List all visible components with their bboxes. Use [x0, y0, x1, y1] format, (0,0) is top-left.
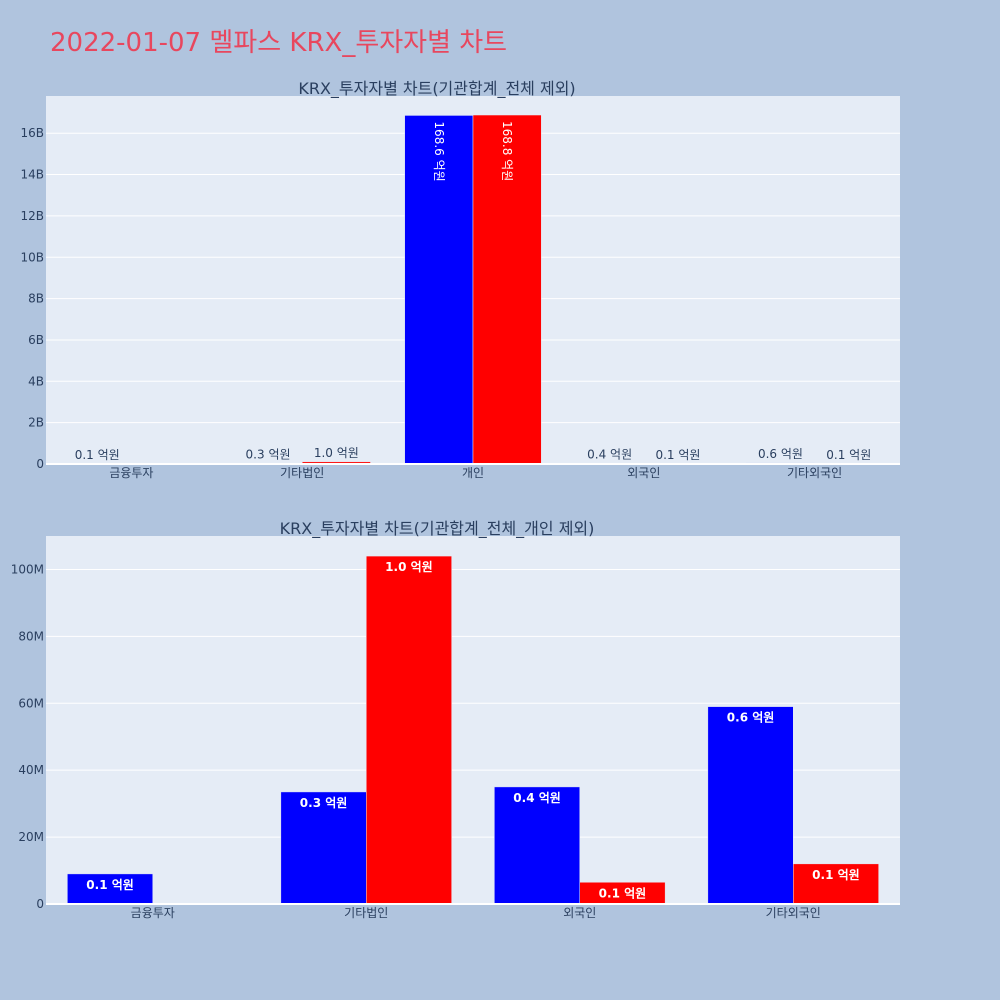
x-tick-label: 외국인 [627, 466, 660, 480]
y-tick-label: 60M [18, 696, 44, 710]
data-label: 1.0 억원 [314, 446, 359, 460]
data-label: 0.6 억원 [758, 447, 803, 461]
chart-title: KRX_투자자별 차트(기관합계_전체 제외) [298, 79, 575, 99]
y-tick-label: 6B [28, 333, 44, 347]
bar [494, 786, 581, 905]
bar [707, 706, 794, 905]
data-label: 0.4 억원 [587, 447, 632, 461]
x-tick-label: 외국인 [563, 906, 596, 920]
x-tick-label: 기타외국인 [766, 906, 821, 920]
y-tick-label: 10B [20, 250, 44, 264]
y-tick-label: 4B [28, 374, 44, 388]
data-label: 0.1 억원 [599, 886, 647, 900]
bar [67, 873, 153, 905]
data-label: 0.3 억원 [300, 796, 348, 810]
page-title: 2022-01-07 멜파스 KRX_투자자별 차트 [50, 28, 508, 58]
bar [366, 555, 452, 905]
y-tick-label: 8B [28, 292, 44, 306]
data-label: 168.8 억원 [500, 121, 514, 181]
x-tick-label: 금융투자 [109, 466, 153, 480]
data-label: 0.1 억원 [75, 448, 120, 462]
bar [793, 863, 879, 905]
data-label: 0.1 억원 [812, 868, 860, 882]
data-label: 0.1 억원 [655, 448, 700, 462]
data-label: 0.4 억원 [513, 791, 561, 805]
x-tick-label: 금융투자 [131, 906, 175, 920]
y-tick-label: 0 [36, 457, 44, 471]
y-tick-label: 16B [20, 126, 44, 140]
bar [280, 791, 367, 905]
y-tick-label: 12B [20, 209, 44, 223]
bar [472, 114, 542, 465]
x-tick-label: 기타법인 [280, 466, 324, 480]
bar [404, 115, 474, 465]
y-tick-label: 40M [18, 763, 44, 777]
x-tick-label: 개인 [462, 466, 484, 480]
y-tick-label: 14B [20, 168, 44, 182]
data-label: 0.3 억원 [246, 447, 291, 461]
y-tick-label: 100M [11, 562, 44, 576]
data-label: 1.0 억원 [385, 560, 433, 574]
data-label: 168.6 억원 [432, 121, 446, 181]
chart-title: KRX_투자자별 차트(기관합계_전체_개인 제외) [280, 519, 595, 539]
y-tick-label: 20M [18, 830, 44, 844]
x-tick-label: 기타법인 [344, 906, 388, 920]
y-tick-label: 0 [36, 897, 44, 911]
y-tick-label: 80M [18, 629, 44, 643]
data-label: 0.1 억원 [86, 878, 134, 892]
data-label: 0.6 억원 [727, 711, 775, 725]
y-tick-label: 2B [28, 416, 44, 430]
x-tick-label: 기타외국인 [787, 466, 842, 480]
data-label: 0.1 억원 [826, 448, 871, 462]
